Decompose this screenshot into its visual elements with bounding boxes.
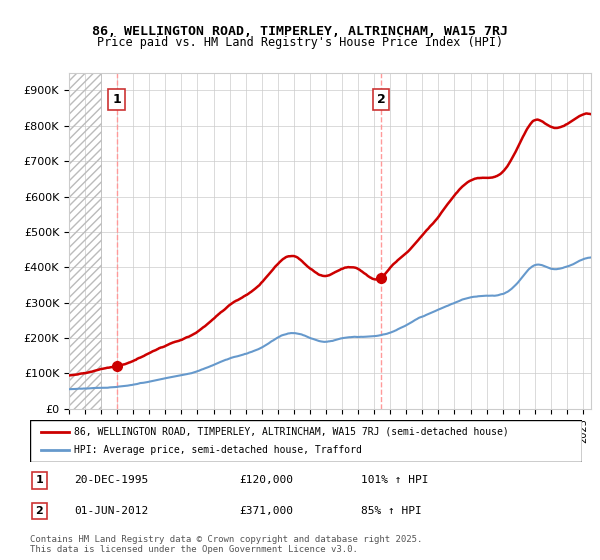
Text: 1: 1	[112, 93, 121, 106]
Text: HPI: Average price, semi-detached house, Trafford: HPI: Average price, semi-detached house,…	[74, 445, 362, 455]
FancyBboxPatch shape	[30, 420, 582, 462]
Bar	[69, 73, 101, 409]
Text: 20-DEC-1995: 20-DEC-1995	[74, 475, 148, 485]
Text: £371,000: £371,000	[240, 506, 294, 516]
Text: 2: 2	[35, 506, 43, 516]
Text: 1: 1	[35, 475, 43, 485]
Text: 101% ↑ HPI: 101% ↑ HPI	[361, 475, 428, 485]
Text: 2: 2	[377, 93, 385, 106]
Text: 86, WELLINGTON ROAD, TIMPERLEY, ALTRINCHAM, WA15 7RJ (semi-detached house): 86, WELLINGTON ROAD, TIMPERLEY, ALTRINCH…	[74, 427, 509, 437]
Bar	[69, 73, 101, 409]
Text: 85% ↑ HPI: 85% ↑ HPI	[361, 506, 422, 516]
Text: 01-JUN-2012: 01-JUN-2012	[74, 506, 148, 516]
Text: 86, WELLINGTON ROAD, TIMPERLEY, ALTRINCHAM, WA15 7RJ: 86, WELLINGTON ROAD, TIMPERLEY, ALTRINCH…	[92, 25, 508, 38]
Text: £120,000: £120,000	[240, 475, 294, 485]
Text: Contains HM Land Registry data © Crown copyright and database right 2025.
This d: Contains HM Land Registry data © Crown c…	[30, 535, 422, 554]
Text: Price paid vs. HM Land Registry's House Price Index (HPI): Price paid vs. HM Land Registry's House …	[97, 36, 503, 49]
